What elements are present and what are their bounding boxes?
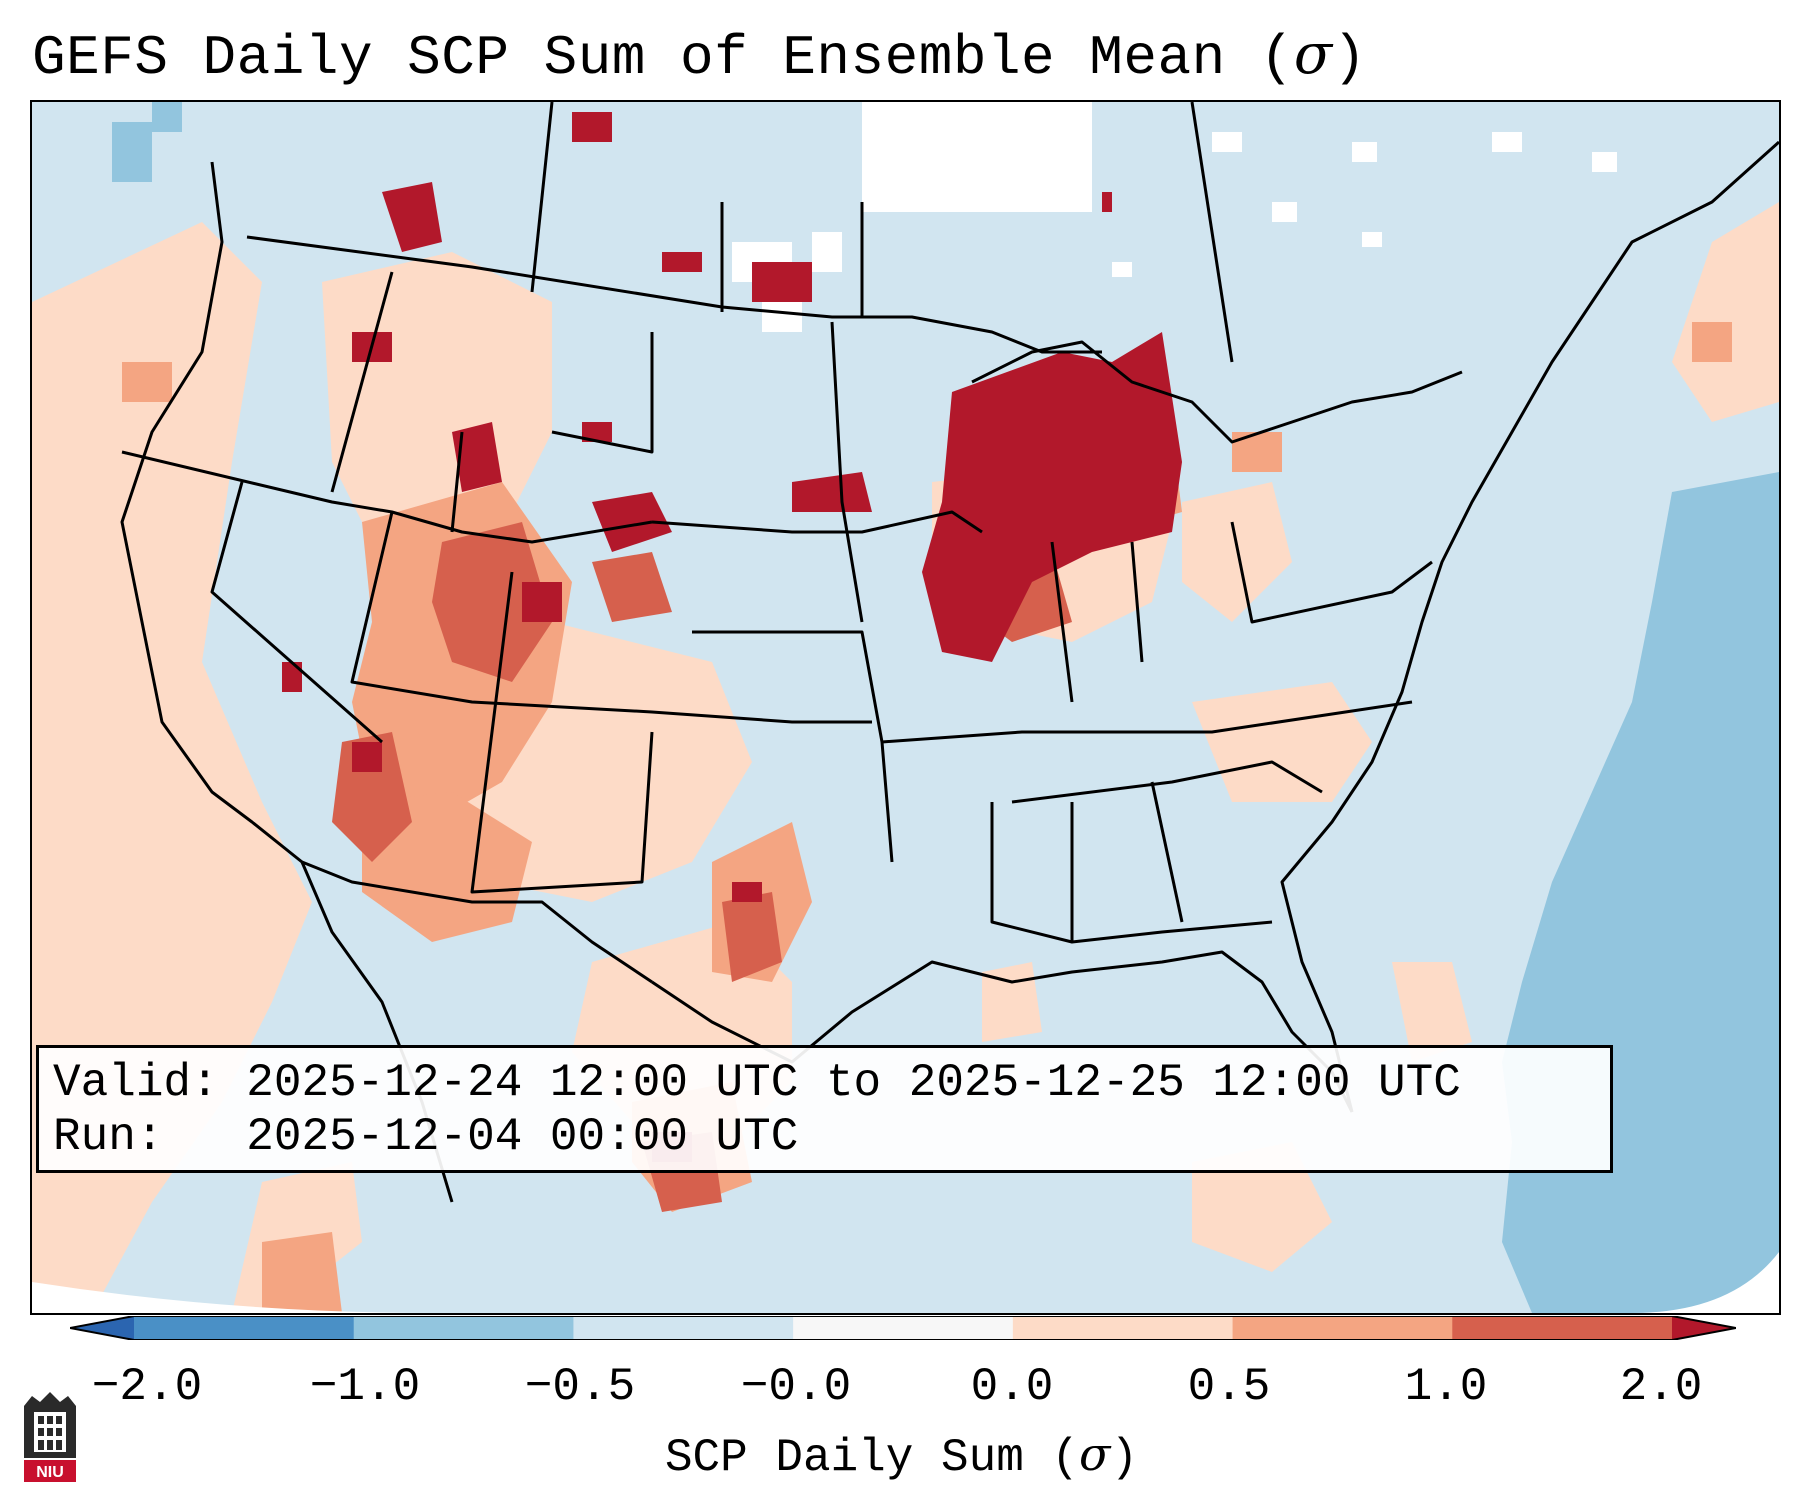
state-line-1	[121, 450, 653, 544]
state-line-14	[1070, 802, 1273, 944]
state-line-2	[210, 481, 383, 744]
colorbar-segment	[353, 1316, 574, 1340]
state-line-12	[1011, 760, 1323, 804]
valid-value: 2025-12-24 12:00 UTC to 2025-12-25 12:00…	[246, 1057, 1461, 1109]
colorbar-segment	[1452, 1316, 1673, 1340]
projection-edge	[32, 1282, 432, 1313]
state-line-3	[330, 271, 394, 493]
state-line-4	[350, 511, 872, 724]
colorbar-label-text: SCP Daily Sum (	[664, 1432, 1080, 1484]
colorbar-segment	[573, 1316, 794, 1340]
colorbar-segment	[1672, 1316, 1736, 1340]
state-line-5	[450, 431, 464, 533]
us-canada-border	[246, 235, 1102, 354]
state-line-9	[692, 630, 894, 863]
east-coast	[1280, 140, 1779, 1113]
colorbar-label: SCP Daily Sum (σ)	[0, 1427, 1803, 1485]
west-coast	[120, 161, 454, 1203]
chart-title: GEFS Daily SCP Sum of Ensemble Mean (σ)	[32, 22, 1367, 91]
canada-interior-3	[530, 102, 554, 293]
title-sigma: σ	[1293, 22, 1333, 87]
tick-label: 0.0	[970, 1361, 1054, 1413]
state-line-8	[651, 510, 983, 534]
state-line-7	[470, 571, 654, 894]
canada-interior-4	[1190, 102, 1234, 363]
colorbar-segment	[70, 1316, 134, 1340]
state-line-11	[881, 700, 1413, 744]
tick-label: −1.0	[309, 1361, 421, 1413]
colorbar-label-close: )	[1110, 1432, 1139, 1484]
run-value: 2025-12-04 00:00 UTC	[246, 1111, 799, 1163]
colorbar-segment	[1012, 1316, 1234, 1340]
run-label: Run:	[53, 1111, 164, 1163]
near-zero-areas	[42, 102, 1617, 1002]
tick-label: −2.0	[91, 1361, 203, 1413]
extreme-positive-areas	[282, 112, 1182, 1162]
colorbar-label-sigma: σ	[1079, 1427, 1111, 1481]
tick-label: −0.5	[524, 1361, 636, 1413]
projection-edge-right	[1632, 1252, 1779, 1313]
tick-label: −0.0	[740, 1361, 852, 1413]
tick-label: 1.0	[1404, 1361, 1488, 1413]
colorbar-segment	[1232, 1316, 1453, 1340]
title-close: )	[1332, 26, 1367, 90]
title-text: GEFS Daily SCP Sum of Ensemble Mean (	[32, 26, 1294, 90]
state-line-17	[1130, 541, 1144, 663]
colorbar	[70, 1316, 1736, 1340]
tick-label: 0.5	[1187, 1361, 1271, 1413]
boundaries	[120, 102, 1779, 1203]
info-box: Valid: 2025-12-24 12:00 UTC to 2025-12-2…	[36, 1045, 1613, 1173]
state-line-10	[830, 321, 864, 623]
colorbar-segment	[134, 1316, 355, 1340]
valid-label: Valid:	[53, 1057, 219, 1109]
state-line-15	[1150, 781, 1184, 923]
state-line-18	[1230, 521, 1433, 624]
tick-label: 2.0	[1619, 1361, 1703, 1413]
colorbar-segment	[793, 1316, 1014, 1340]
mexico-border	[301, 860, 653, 984]
great-lakes-outline	[971, 340, 1463, 444]
niu-logo: NIU	[24, 1392, 76, 1482]
state-line-13	[990, 802, 1073, 944]
state-line-6	[551, 332, 654, 454]
logo-text: NIU	[36, 1464, 64, 1481]
state-line-16	[1050, 541, 1074, 703]
